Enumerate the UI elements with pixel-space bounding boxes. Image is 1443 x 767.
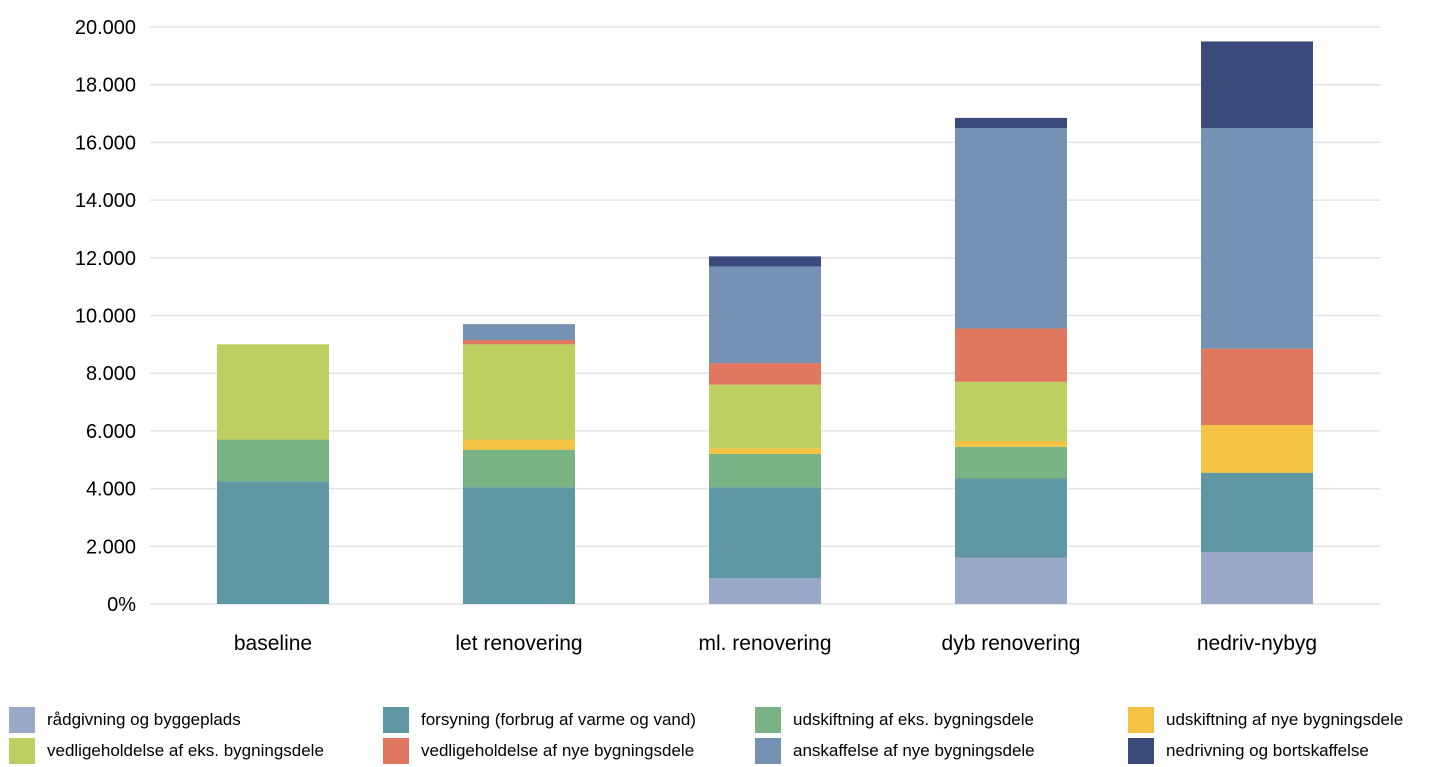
bars xyxy=(217,41,1313,604)
y-tick-label: 20.000 xyxy=(75,17,136,39)
y-tick-label: 10.000 xyxy=(75,306,136,328)
y-tick-label: 16.000 xyxy=(75,132,136,154)
legend-swatch xyxy=(9,707,35,733)
legend-swatch xyxy=(1128,738,1154,764)
legend-item: vedligeholdelse af nye bygningsdele xyxy=(383,738,694,764)
legend-label: udskiftning af nye bygningsdele xyxy=(1166,710,1404,729)
bar-segment xyxy=(463,340,575,345)
bar-segment xyxy=(709,578,821,604)
legend-swatch xyxy=(755,738,781,764)
bar-segment xyxy=(955,557,1067,604)
bar-segment xyxy=(955,440,1067,447)
bar-segment xyxy=(463,344,575,440)
bar-segment xyxy=(709,363,821,385)
y-tick-label: 2.000 xyxy=(86,536,136,558)
legend-swatch xyxy=(1128,707,1154,733)
x-category-label: nedriv-nybyg xyxy=(1197,632,1317,655)
bar-segment xyxy=(955,446,1067,479)
bar-segment xyxy=(709,256,821,267)
legend-swatch xyxy=(755,707,781,733)
bar-segment xyxy=(709,448,821,454)
bar-segment xyxy=(463,487,575,604)
legend-swatch xyxy=(383,738,409,764)
y-tick-label: 12.000 xyxy=(75,248,136,270)
bar-segment xyxy=(1201,425,1313,473)
y-tick-label: 4.000 xyxy=(86,479,136,501)
bar-segment xyxy=(463,324,575,341)
legend-label: anskaffelse af nye bygningsdele xyxy=(793,741,1035,760)
x-category-label: baseline xyxy=(234,632,312,655)
x-category-label: ml. renovering xyxy=(698,632,831,655)
legend-item: anskaffelse af nye bygningsdele xyxy=(755,738,1035,764)
bar-segment xyxy=(955,478,1067,558)
y-axis-ticks: 0% 2.000 4.000 6.000 8.000 10.000 12.000 14.000… xyxy=(75,17,136,616)
y-tick-label: 0% xyxy=(107,594,136,616)
legend-item: vedligeholdelse af eks. bygningsdele xyxy=(9,738,324,764)
bar-segment xyxy=(955,117,1067,128)
bar-segment xyxy=(955,127,1067,329)
bar-segment xyxy=(955,381,1067,441)
x-axis-labels: baseline let renovering ml. renovering dyb … xyxy=(234,632,1317,655)
legend-swatch xyxy=(383,707,409,733)
legend-item: udskiftning af nye bygningsdele xyxy=(1128,707,1403,733)
bar-segment xyxy=(463,439,575,450)
y-tick-label: 8.000 xyxy=(86,363,136,385)
legend-item: nedrivning og bortskaffelse xyxy=(1128,738,1369,764)
bar-segment xyxy=(1201,348,1313,426)
legend-item: forsyning (forbrug af varme og vand) xyxy=(383,707,696,733)
bar-segment xyxy=(1201,472,1313,553)
bar-segment xyxy=(709,266,821,364)
legend-item: udskiftning af eks. bygningsdele xyxy=(755,707,1034,733)
legend-item: rådgivning og byggeplads xyxy=(9,707,241,733)
x-category-label: dyb renovering xyxy=(942,632,1081,655)
bar-segment xyxy=(1201,41,1313,128)
legend-label: udskiftning af eks. bygningsdele xyxy=(793,710,1034,729)
bar-segment xyxy=(463,449,575,488)
legend: rådgivning og byggeplads forsyning (forbr… xyxy=(0,704,1443,764)
bar-segment xyxy=(217,439,329,482)
legend-label: vedligeholdelse af nye bygningsdele xyxy=(421,741,695,760)
legend-swatch xyxy=(9,738,35,764)
bar-segment xyxy=(217,481,329,604)
bar-segment xyxy=(709,384,821,449)
bar-segment xyxy=(1201,552,1313,604)
legend-label: rådgivning og byggeplads xyxy=(47,710,241,729)
legend-label: forsyning (forbrug af varme og vand) xyxy=(421,710,696,729)
y-tick-label: 6.000 xyxy=(86,421,136,443)
bar-segment xyxy=(955,328,1067,382)
bar-segment xyxy=(1201,127,1313,349)
legend-label: vedligeholdelse af eks. bygningsdele xyxy=(47,741,324,760)
y-tick-label: 18.000 xyxy=(75,75,136,97)
x-category-label: let renovering xyxy=(455,632,582,655)
y-tick-label: 14.000 xyxy=(75,190,136,212)
bar-segment xyxy=(709,453,821,488)
bar-segment xyxy=(217,344,329,440)
bar-segment xyxy=(709,487,821,579)
legend-label: nedrivning og bortskaffelse xyxy=(1166,741,1369,760)
